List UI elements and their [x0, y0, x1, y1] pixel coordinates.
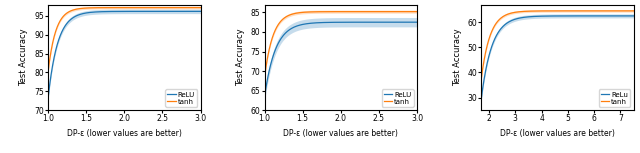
- Y-axis label: Test Accuracy: Test Accuracy: [452, 29, 461, 86]
- X-axis label: DP-ε (lower values are better): DP-ε (lower values are better): [284, 129, 398, 138]
- X-axis label: DP-ε (lower values are better): DP-ε (lower values are better): [67, 129, 182, 138]
- X-axis label: DP-ε (lower values are better): DP-ε (lower values are better): [500, 129, 615, 138]
- Y-axis label: Test Accuracy: Test Accuracy: [236, 29, 245, 86]
- Y-axis label: Test Accuracy: Test Accuracy: [20, 29, 29, 86]
- Legend: ReLU, tanh: ReLU, tanh: [381, 90, 413, 107]
- Legend: ReLu, tanh: ReLu, tanh: [598, 90, 630, 107]
- Legend: ReLU, tanh: ReLU, tanh: [165, 90, 197, 107]
